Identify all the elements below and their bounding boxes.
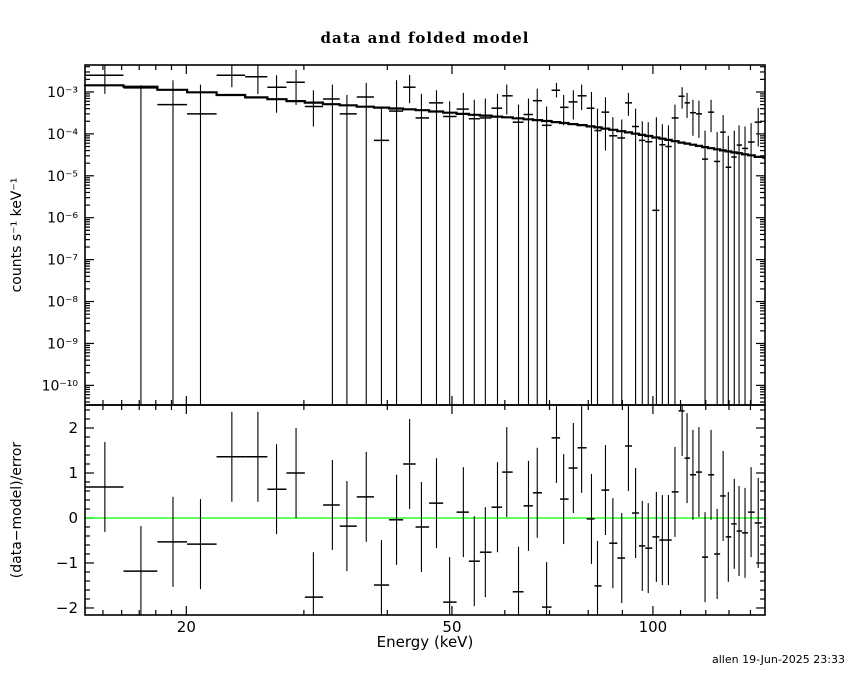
model-line: [83, 84, 766, 160]
bottom-panel-frame: [84, 404, 766, 616]
y-axis-label-counts: counts s⁻¹ keV⁻¹: [9, 177, 25, 293]
y-tick-label: 2: [68, 419, 78, 437]
x-tick-label: 100: [639, 618, 668, 636]
y-tick-label: −2: [56, 599, 78, 617]
y-tick-label: 10⁻⁹: [47, 336, 78, 352]
y-tick-label: −1: [56, 554, 78, 572]
plot-title: data and folded model: [320, 29, 530, 47]
y-tick-label: 10⁻⁴: [47, 127, 78, 143]
x-tick-label: 20: [177, 618, 196, 636]
x-tick-label: 50: [442, 618, 461, 636]
y-tick-label: 10⁻⁷: [47, 253, 78, 269]
top-panel-frame: [84, 64, 766, 406]
y-tick-label: 10⁻³: [47, 85, 78, 101]
x-axis-label: Energy (keV): [376, 633, 474, 651]
plot-timestamp: allen 19-Jun-2025 23:33: [711, 653, 845, 666]
y-tick-label: 10⁻¹⁰: [42, 378, 79, 394]
y-tick-label: 10⁻⁶: [47, 211, 78, 227]
y-tick-label: 10⁻⁵: [47, 169, 78, 185]
y-tick-label: 0: [68, 509, 78, 527]
y-tick-label: 10⁻⁸: [47, 295, 78, 311]
y-axis-label-residuals: (data−model)/error: [9, 441, 25, 579]
y-tick-label: 1: [68, 464, 78, 482]
